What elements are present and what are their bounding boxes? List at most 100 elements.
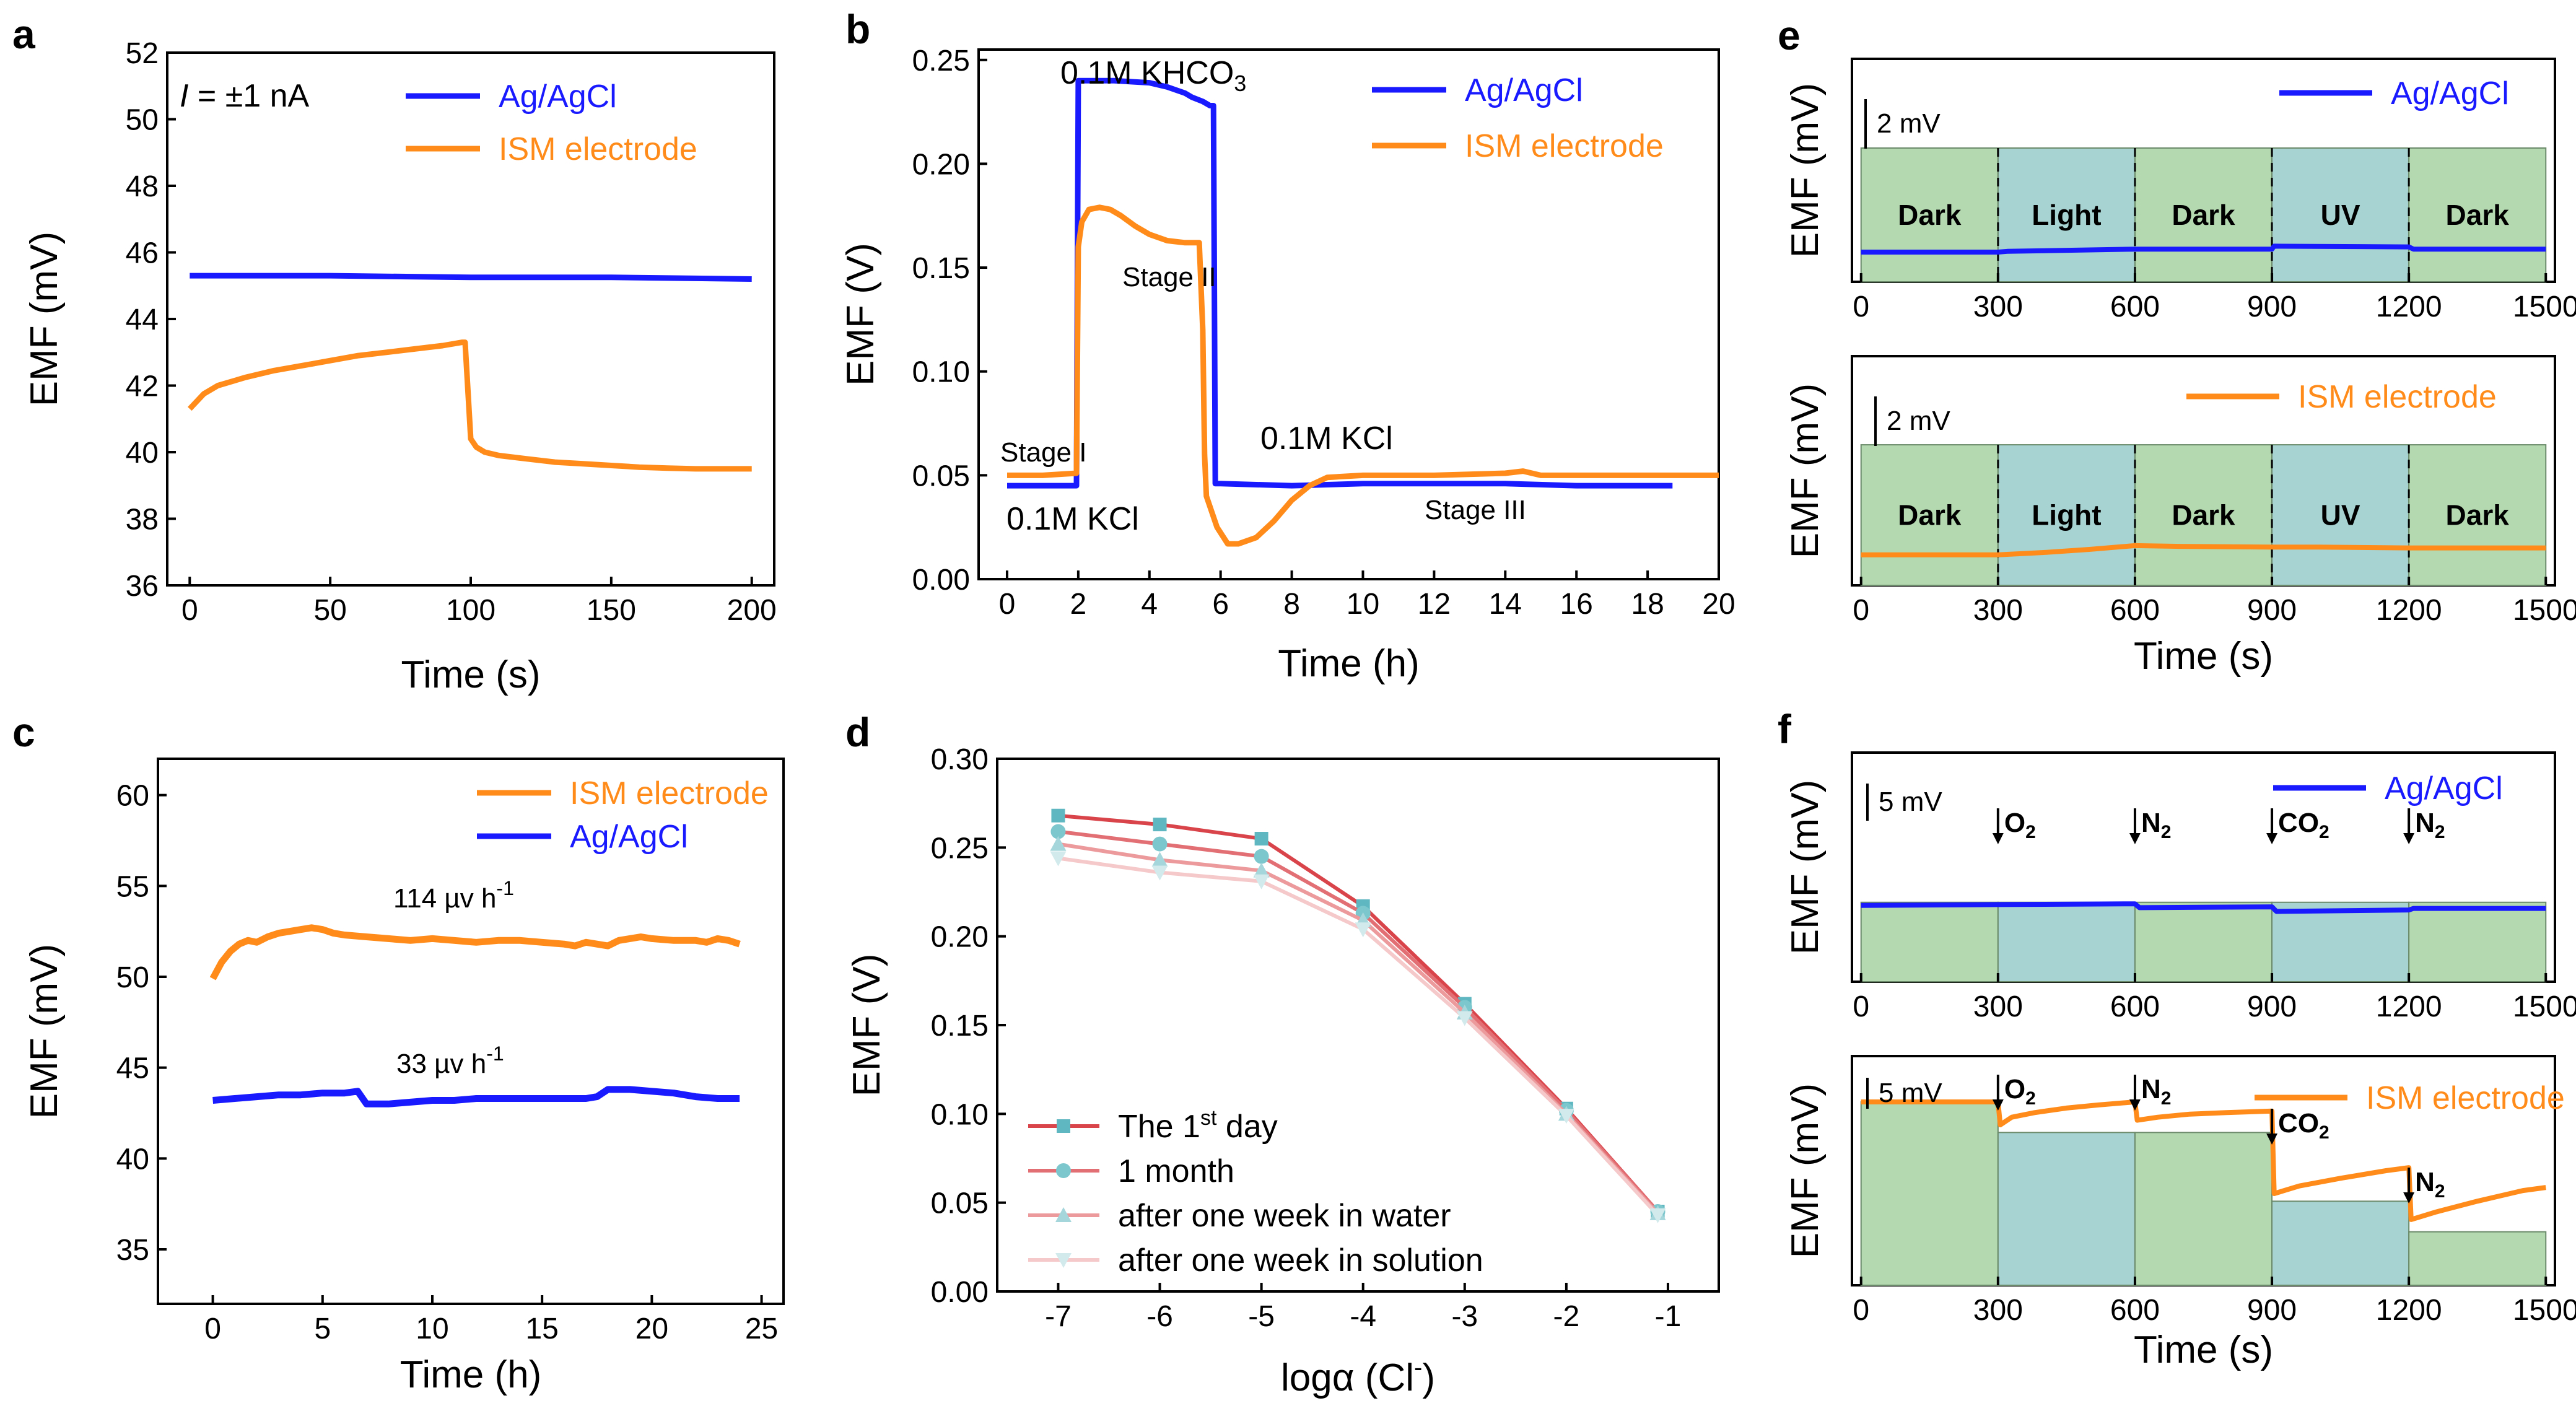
panel-d-series-1-point xyxy=(1254,849,1269,864)
panel-f-top-scalebar-label: 5 mV xyxy=(1879,787,1942,817)
panel-f-bottom-orange-line xyxy=(1861,1099,2546,1222)
panel-a-xtick-label: 50 xyxy=(313,594,346,627)
panel-e-top-segment-3-label: UV xyxy=(2321,199,2360,231)
panel-d-series-3-point xyxy=(1151,865,1168,881)
panel-b-stage3: Stage III xyxy=(1425,495,1526,525)
panel-b-xtick-label: 4 xyxy=(1141,588,1158,621)
panel-a-ytick-label: 38 xyxy=(126,504,159,536)
panel-c-xlabel: Time (h) xyxy=(400,1353,541,1396)
panel-f-top-xtick-label: 1500 xyxy=(2513,990,2576,1023)
panel-d-xtick-label: -6 xyxy=(1146,1300,1173,1333)
panel-e-top-xtick-label: 600 xyxy=(2110,290,2160,323)
panel-a-ytick-label: 36 xyxy=(126,570,159,603)
panel-b-xtick-label: 12 xyxy=(1418,588,1451,621)
panel-f-bottom-segment-1 xyxy=(1997,1132,2136,1286)
panel-d-xtick-label: -4 xyxy=(1350,1300,1376,1333)
panel-f-top-xtick-label: 600 xyxy=(2110,990,2160,1023)
panel-e-top-xtick-label: 900 xyxy=(2247,290,2297,323)
panel-e-top-segment-0-label: Dark xyxy=(1898,199,1962,231)
panel-d-xlabel: logα (Cl-) xyxy=(1281,1354,1435,1399)
panel-f-bottom-xtick-label: 1500 xyxy=(2513,1294,2576,1327)
panel-b-xtick-label: 8 xyxy=(1283,588,1300,621)
panel-f-top-xtick-label: 300 xyxy=(1973,990,2023,1023)
panel-c-xtick-label: 0 xyxy=(204,1313,221,1345)
panel-c-xtick-label: 15 xyxy=(525,1313,558,1345)
panel-c-orange-line xyxy=(209,924,741,981)
panel-f-top-blue-line xyxy=(1861,901,2546,914)
panel-e-bottom-segment-1 xyxy=(1997,444,2136,586)
panel-f-bottom-xtick-label: 1200 xyxy=(2376,1294,2442,1327)
panel-d-xtick-label: -2 xyxy=(1553,1300,1580,1333)
panel-f-bottom-legend-label: ISM electrode xyxy=(2366,1080,2565,1116)
panel-f-bottom-segment-0 xyxy=(1860,1101,1999,1286)
panel-f-top-segment-1 xyxy=(1997,901,2136,982)
panel-d-series-3-point xyxy=(1050,851,1067,867)
panel-b-xtick-label: 2 xyxy=(1070,588,1087,621)
panel-d-series-1-point xyxy=(1050,824,1066,839)
panel-e-bottom-scalebar-label: 2 mV xyxy=(1887,406,1950,436)
panel-f-top-ylabel: EMF (mV) xyxy=(1784,780,1827,954)
panel-d-label: d xyxy=(845,709,870,755)
panel-c-label: c xyxy=(12,709,35,755)
panel-d-ytick-label: 0.25 xyxy=(931,832,989,865)
panel-b-stage2: Stage II xyxy=(1122,262,1216,292)
panel-f-bottom-segment-4 xyxy=(2408,1231,2547,1286)
panel-e-top-segment-0 xyxy=(1860,147,1999,282)
panel-b-ytick-label: 0.00 xyxy=(912,564,970,596)
panel-e-bottom-segment-1-label: Light xyxy=(2032,499,2101,531)
panel-f-top-arrow-1-label: N2 xyxy=(2141,808,2171,842)
panel-d-series-3-point xyxy=(1649,1208,1666,1223)
panel-f-bottom-xtick-label: 300 xyxy=(1973,1294,2023,1327)
panel-e-top-xtick-label: 1200 xyxy=(2376,290,2442,323)
panel-b-xtick-label: 0 xyxy=(999,588,1016,621)
panel-f-bottom-arrow-3-label: N2 xyxy=(2415,1167,2445,1202)
panel-a-ytick-label: 48 xyxy=(126,170,159,203)
panel-d-xtick-label: -3 xyxy=(1451,1300,1478,1333)
panel-a-ytick-label: 42 xyxy=(126,370,159,403)
panel-a-ytick-label: 44 xyxy=(126,304,159,336)
panel-d-legend-1-marker xyxy=(1056,1163,1071,1178)
panel-a-xtick-label: 0 xyxy=(181,594,198,627)
panel-a-xtick-label: 150 xyxy=(587,594,636,627)
panel-e-bottom-segment-4-label: Dark xyxy=(2446,499,2510,531)
panel-f-bottom-xtick-label: 600 xyxy=(2110,1294,2160,1327)
panel-e-bottom-xtick-label: 1200 xyxy=(2376,594,2442,627)
panel-c-ylabel: EMF (mV) xyxy=(23,944,66,1119)
panel-e-bottom-ylabel: EMF (mV) xyxy=(1784,383,1827,558)
panel-a-xtick-label: 100 xyxy=(446,594,496,627)
panel-e-bottom-segment-2 xyxy=(2134,444,2273,586)
panel-b-ytick-label: 0.15 xyxy=(912,252,970,285)
panel-f-top-segment-3 xyxy=(2271,901,2410,982)
panel-b-ytick-label: 0.05 xyxy=(912,460,970,492)
panel-b-xtick-label: 6 xyxy=(1212,588,1229,621)
panel-f-top-arrow-1-head xyxy=(2129,833,2141,844)
panel-d-series-2-point xyxy=(1253,862,1270,878)
panel-b-kcl-top: 0.1M KCl xyxy=(1260,421,1393,456)
panel-f-bottom-arrow-2-label: CO2 xyxy=(2278,1108,2329,1143)
panel-c-ytick-label: 35 xyxy=(116,1234,149,1267)
panel-f-top-xtick-label: 900 xyxy=(2247,990,2297,1023)
panel-e-bottom-segment-2-label: Dark xyxy=(2172,499,2235,531)
panel-f-bottom-arrow-0-head xyxy=(1992,1099,2004,1111)
panel-b-xtick-label: 10 xyxy=(1347,588,1379,621)
panel-d-legend-3-marker xyxy=(1055,1253,1072,1268)
panel-c-xtick-label: 5 xyxy=(314,1313,331,1345)
panel-c-legend-orange-label: ISM electrode xyxy=(570,775,769,811)
panel-d-ytick-label: 0.20 xyxy=(931,921,989,954)
panel-c-ytick-label: 50 xyxy=(116,961,149,994)
panel-d-legend-3-label: after one week in solution xyxy=(1118,1243,1483,1278)
panel-f-top-segment-2 xyxy=(2134,901,2273,982)
panel-f-bottom-arrow-1-label: N2 xyxy=(2141,1074,2171,1109)
panel-b-kcl-bottom: 0.1M KCl xyxy=(1006,501,1139,537)
panel-a-ytick-label: 46 xyxy=(126,237,159,270)
panel-f-bottom-arrow-0-label: O2 xyxy=(2004,1074,2036,1109)
panel-b-blue-line xyxy=(1007,77,1673,489)
panel-f-top-segment-4 xyxy=(2408,901,2547,982)
panel-e-label: e xyxy=(1778,12,1801,58)
panel-d-legend-1-label: 1 month xyxy=(1118,1153,1234,1189)
panel-c-ytick-label: 45 xyxy=(116,1052,149,1085)
panel-e-top-segment-4-label: Dark xyxy=(2446,199,2510,231)
panel-f-top-xtick-label: 0 xyxy=(1853,990,1869,1023)
panel-d-series-0-point xyxy=(1051,808,1065,823)
panel-e-bottom-legend-label: ISM electrode xyxy=(2298,379,2497,415)
